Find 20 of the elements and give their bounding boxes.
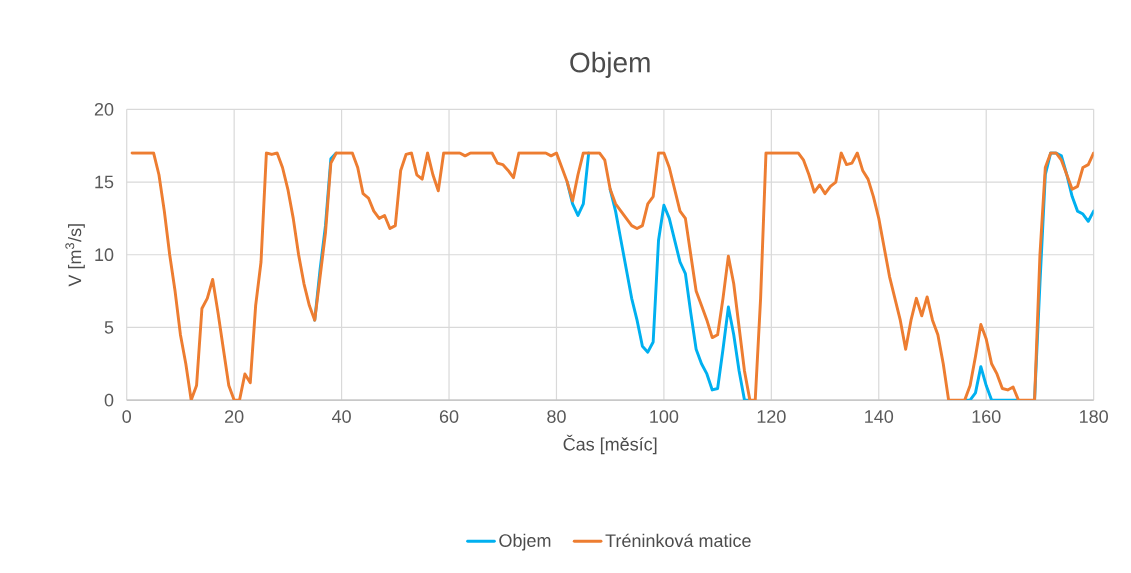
x-axis-title: Čas [měsíc]: [563, 434, 657, 454]
x-tick-label: 160: [972, 409, 1001, 423]
x-tick-label: 60: [439, 409, 459, 423]
x-tick-label: 80: [547, 409, 566, 423]
x-tick-label: 20: [225, 409, 244, 423]
y-tick-label: 10: [95, 248, 114, 261]
legend-label: Objem: [499, 533, 551, 551]
x-tick-label: 180: [1080, 409, 1108, 423]
x-tick-label: 0: [122, 409, 132, 423]
y-tick-label: 15: [95, 175, 114, 189]
legend-label: Tréninková matice: [605, 533, 751, 547]
chart-title: Objem: [570, 51, 650, 78]
x-tick-label: 120: [757, 409, 786, 423]
x-tick-label: 40: [332, 409, 351, 423]
x-tick-label: 100: [650, 409, 679, 423]
y-tick-label: 5: [104, 320, 114, 334]
y-tick-label: 0: [104, 393, 114, 407]
x-tick-label: 140: [865, 409, 894, 423]
y-axis-title: V [m$^{3}$/s]: [65, 223, 85, 287]
y-tick-label: 20: [94, 102, 114, 116]
